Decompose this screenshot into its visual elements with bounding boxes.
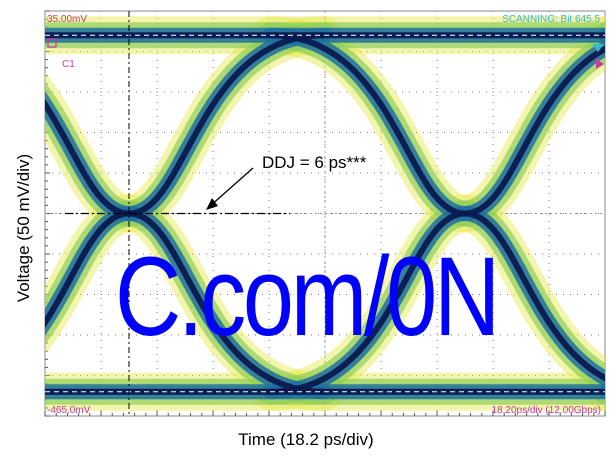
scanning-readout: SCANNING: Bit 645.5	[502, 14, 600, 25]
marker-flag-icon	[47, 38, 57, 48]
timebase-readout: 18.20ps/div (12.00Gbps)	[491, 405, 601, 416]
annotation-arrowhead-icon	[206, 198, 218, 210]
eye-band-sparse	[587, 16, 605, 55]
y-axis-label: Voltage (50 mV/div)	[14, 153, 33, 303]
level-markers	[45, 34, 605, 393]
ddj-annotation: DDJ = 6 ps***	[262, 153, 367, 172]
channel-label: C1	[62, 59, 75, 70]
eye-band-light	[593, 378, 605, 405]
top-left-readout: 35.00mV	[47, 14, 87, 25]
eye-band-light	[593, 22, 605, 49]
eye-band-mid	[598, 384, 605, 400]
eye-band-dense	[267, 45, 605, 395]
annotation-arrow	[208, 167, 254, 208]
level-arrow-icon	[596, 59, 604, 69]
eye-band-mid	[598, 27, 605, 43]
x-axis-label: Time (18.2 ps/div)	[238, 430, 374, 449]
trigger-arrow-icon	[592, 44, 604, 52]
eye-band-sparse	[587, 372, 605, 411]
watermark-text: C.com/0N	[114, 234, 500, 359]
bottom-left-readout: -465.0mV	[47, 405, 91, 416]
eye-band-dense	[603, 32, 605, 39]
eye-band-dense	[603, 388, 605, 395]
ddj-marker	[65, 11, 290, 416]
channel-marker[interactable]: C1	[47, 38, 75, 70]
